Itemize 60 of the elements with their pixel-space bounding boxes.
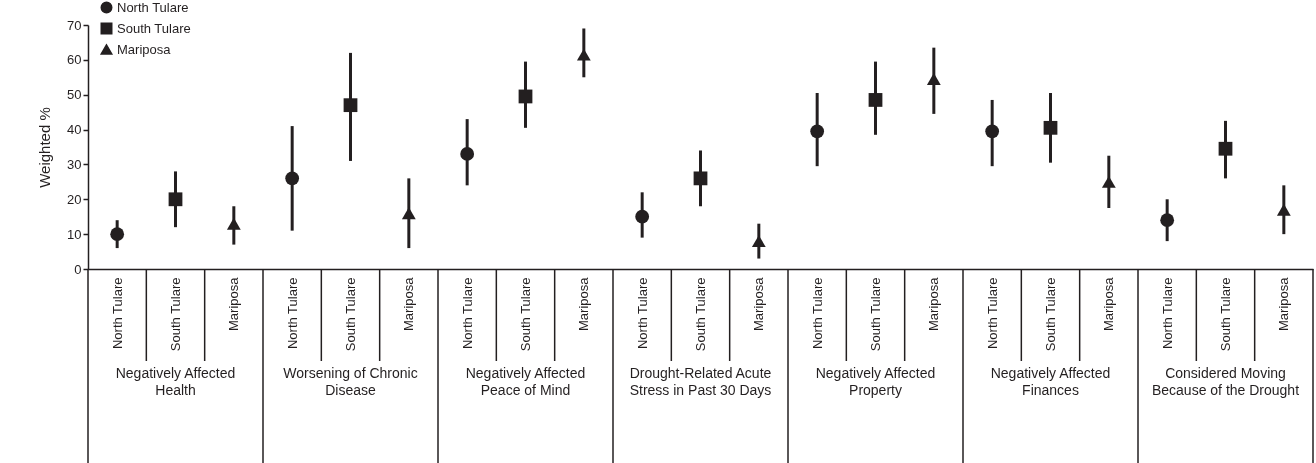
text: Negatively Affected Finances	[990, 365, 1111, 398]
x-tick-label: South Tulare	[693, 277, 708, 352]
x-tick-label: South Tulare	[868, 277, 883, 352]
y-tick-label: 20	[67, 191, 82, 207]
y-axis-title: Weighted %	[36, 107, 54, 188]
point	[693, 171, 708, 186]
point	[110, 227, 125, 242]
point	[460, 147, 475, 161]
x-tick-label: Mariposa	[751, 276, 767, 331]
y-tick-label: 10	[67, 226, 82, 242]
point	[401, 207, 416, 220]
point	[1101, 175, 1116, 188]
y-tick-label: 60	[67, 52, 82, 68]
text: Negatively Affected Property	[815, 365, 936, 398]
point	[868, 93, 883, 107]
x-tick-label: North Tulare	[634, 277, 650, 350]
text: Negatively Affected Peace of Mind	[465, 365, 586, 398]
point	[226, 217, 241, 230]
point	[168, 192, 183, 207]
point	[1276, 203, 1291, 216]
point	[810, 124, 825, 139]
x-tick-label: North Tulare	[284, 277, 300, 350]
y-tick-label: 30	[67, 156, 82, 172]
x-tick-label: South Tulare	[1218, 277, 1233, 352]
x-tick-label: South Tulare	[518, 277, 533, 352]
point	[1218, 141, 1233, 156]
point	[985, 124, 1000, 139]
text: Considered Moving Because of the Drought	[1151, 365, 1300, 398]
x-tick-label: North Tulare	[459, 277, 475, 350]
x-tick-label: Mariposa	[226, 276, 242, 331]
text: Worsening of Chronic Disease	[283, 365, 418, 398]
y-tick-label: 40	[67, 122, 82, 138]
x-tick-label: Mariposa	[926, 276, 942, 331]
point	[1043, 120, 1058, 135]
x-tick-label: North Tulare	[1159, 277, 1175, 350]
y-tick-label: 0	[74, 261, 82, 277]
x-tick-label: North Tulare	[984, 277, 1000, 350]
x-tick-label: South Tulare	[168, 277, 183, 352]
legend-label: South Tulare	[117, 20, 191, 36]
point	[1160, 213, 1175, 228]
point	[285, 171, 300, 186]
x-tick-label: South Tulare	[1043, 277, 1058, 352]
x-tick-label: North Tulare	[809, 277, 825, 350]
legend-label: Mariposa	[117, 41, 172, 57]
text: Negatively Affected Health	[115, 365, 236, 398]
legend-label: North Tulare	[117, 0, 189, 15]
point	[576, 48, 591, 61]
x-tick-label: South Tulare	[343, 277, 358, 352]
x-tick-label: Mariposa	[576, 276, 592, 331]
point	[343, 98, 358, 113]
x-tick-label: Mariposa	[1101, 276, 1117, 331]
text: Drought-Related Acute Stress in Past 30 Days	[629, 365, 772, 398]
x-tick-label: North Tulare	[109, 277, 125, 350]
y-tick-label: 50	[67, 87, 82, 103]
point	[635, 209, 650, 224]
x-tick-label: Mariposa	[1276, 276, 1292, 331]
point	[926, 73, 941, 85]
y-tick-label: 70	[67, 17, 82, 33]
x-tick-label: Mariposa	[401, 276, 417, 331]
point	[751, 235, 766, 248]
